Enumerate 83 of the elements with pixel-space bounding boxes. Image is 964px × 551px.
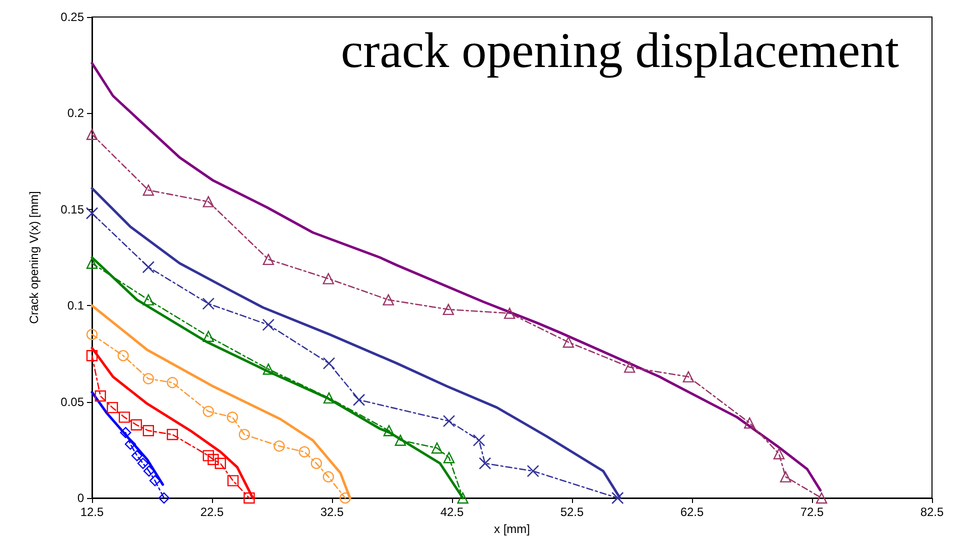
point bbox=[118, 350, 129, 362]
point bbox=[208, 454, 219, 466]
point bbox=[322, 273, 334, 284]
chart-title: crack opening displacement bbox=[340, 22, 900, 78]
point bbox=[322, 357, 336, 370]
x-tick-label: 62.5 bbox=[680, 505, 704, 519]
point bbox=[86, 350, 98, 362]
point bbox=[780, 471, 792, 482]
point bbox=[131, 450, 143, 462]
point bbox=[262, 254, 274, 266]
point bbox=[624, 362, 636, 373]
point bbox=[158, 492, 170, 504]
point bbox=[142, 260, 155, 274]
point bbox=[142, 184, 154, 196]
point bbox=[166, 428, 178, 440]
point bbox=[106, 402, 118, 414]
point bbox=[86, 207, 98, 220]
point bbox=[118, 412, 130, 423]
point bbox=[86, 128, 98, 140]
point bbox=[137, 458, 149, 469]
point bbox=[202, 330, 214, 342]
point bbox=[298, 446, 310, 458]
x-tick-label: 32.5 bbox=[320, 505, 344, 519]
y-tick-label: 0.1 bbox=[67, 298, 84, 313]
x-tick-label: 42.5 bbox=[440, 505, 464, 519]
x-tick-label: 22.5 bbox=[200, 505, 224, 519]
point bbox=[143, 465, 155, 477]
point bbox=[227, 475, 239, 486]
point bbox=[262, 363, 274, 375]
point bbox=[340, 492, 351, 504]
point bbox=[682, 371, 694, 382]
point bbox=[472, 434, 486, 446]
point bbox=[442, 414, 456, 428]
point bbox=[130, 419, 142, 430]
point bbox=[382, 294, 394, 306]
y-axis-title: Crack opening V(x) [mm] bbox=[27, 191, 41, 324]
point bbox=[816, 492, 828, 504]
point bbox=[142, 294, 154, 306]
point bbox=[94, 390, 106, 402]
y-tick-label: 0.25 bbox=[60, 10, 84, 24]
y-tick-label: 0 bbox=[77, 491, 84, 505]
point bbox=[202, 298, 215, 310]
point bbox=[322, 471, 334, 482]
point bbox=[383, 425, 395, 436]
point bbox=[526, 464, 540, 478]
point bbox=[744, 417, 756, 429]
point bbox=[202, 450, 214, 462]
point bbox=[773, 448, 785, 460]
x-tick-label: 12.5 bbox=[80, 505, 104, 519]
point bbox=[443, 452, 455, 464]
point bbox=[310, 458, 322, 469]
x-tick-label: 72.5 bbox=[800, 505, 824, 519]
point bbox=[352, 394, 366, 406]
point bbox=[124, 438, 136, 450]
x-tick-label: 52.5 bbox=[560, 505, 584, 519]
point bbox=[214, 458, 226, 469]
point bbox=[142, 373, 154, 384]
point bbox=[611, 492, 624, 504]
x-tick-label: 82.5 bbox=[920, 505, 944, 519]
point bbox=[149, 475, 161, 486]
point bbox=[238, 428, 250, 440]
point bbox=[562, 336, 574, 348]
point bbox=[504, 308, 516, 319]
x-axis-title: x [mm] bbox=[494, 522, 530, 536]
y-tick-label: 0.15 bbox=[60, 202, 84, 216]
point bbox=[394, 434, 406, 446]
point bbox=[202, 406, 214, 418]
point bbox=[442, 304, 454, 316]
point bbox=[244, 492, 255, 504]
point bbox=[431, 442, 443, 454]
point bbox=[202, 196, 214, 208]
point bbox=[86, 258, 98, 269]
point bbox=[166, 376, 178, 388]
point bbox=[478, 457, 492, 470]
point bbox=[86, 328, 98, 340]
point bbox=[120, 426, 132, 438]
y-tick-label: 0.2 bbox=[67, 106, 84, 120]
point bbox=[274, 440, 285, 452]
point bbox=[142, 425, 154, 436]
point bbox=[262, 318, 275, 331]
y-tick-label: 0.05 bbox=[60, 394, 84, 409]
point bbox=[226, 412, 238, 423]
point bbox=[323, 392, 335, 404]
